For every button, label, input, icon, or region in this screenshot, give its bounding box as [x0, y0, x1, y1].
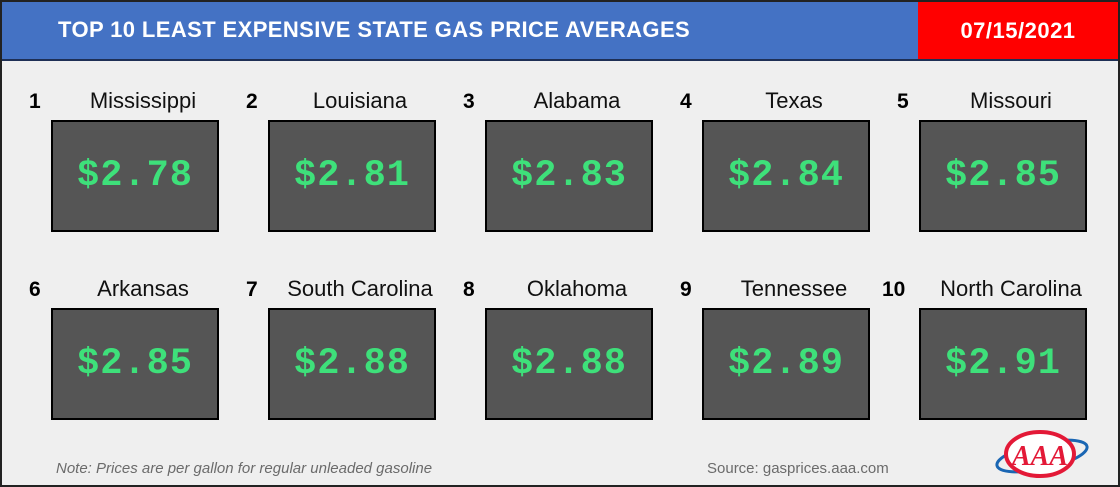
- state-card: 5 Missouri $2.85: [897, 82, 1087, 232]
- state-card: 7 South Carolina $2.88: [246, 270, 436, 420]
- state-name: North Carolina: [940, 276, 1082, 301]
- rank-number: 5: [897, 90, 909, 113]
- page-title: TOP 10 LEAST EXPENSIVE STATE GAS PRICE A…: [58, 17, 691, 42]
- gas-price: $2.78: [76, 155, 194, 197]
- state-name: Missouri: [970, 88, 1052, 113]
- state-name: Louisiana: [312, 88, 408, 113]
- price-display: $2.88: [485, 308, 653, 420]
- rank-number: 10: [882, 278, 906, 301]
- rank-number: 4: [680, 90, 692, 113]
- rank-number: 6: [29, 278, 41, 301]
- date-badge: 07/15/2021: [918, 2, 1118, 59]
- state-card: 2 Louisiana $2.81: [246, 82, 436, 232]
- logo-text: AAA: [1010, 441, 1068, 472]
- state-card: 1 Mississippi $2.78: [29, 82, 219, 232]
- price-display: $2.88: [268, 308, 436, 420]
- state-card: 6 Arkansas $2.85: [29, 270, 219, 420]
- rank-number: 3: [463, 90, 475, 113]
- gas-price: $2.91: [944, 343, 1062, 385]
- state-card: 9 Tennessee $2.89: [680, 270, 870, 420]
- gas-price: $2.83: [510, 155, 628, 197]
- source-credit: Source: gasprices.aaa.com: [707, 460, 889, 477]
- rank-number: 1: [29, 90, 41, 113]
- price-display: $2.83: [485, 120, 653, 232]
- state-name: South Carolina: [287, 276, 433, 301]
- gas-price: $2.85: [944, 155, 1062, 197]
- state-card: 10 North Carolina $2.91: [882, 270, 1087, 420]
- state-name: Texas: [765, 88, 823, 113]
- price-display: $2.85: [919, 120, 1087, 232]
- state-card: 8 Oklahoma $2.88: [463, 270, 653, 420]
- state-name: Alabama: [533, 88, 621, 113]
- state-name: Arkansas: [97, 276, 189, 301]
- state-card: 3 Alabama $2.83: [463, 82, 653, 232]
- gas-price: $2.89: [727, 343, 845, 385]
- price-display: $2.78: [51, 120, 219, 232]
- gas-price: $2.88: [293, 343, 411, 385]
- rank-number: 9: [680, 278, 692, 301]
- rank-number: 7: [246, 278, 258, 301]
- logo-oval: [1004, 430, 1076, 478]
- gas-price: $2.81: [293, 155, 411, 197]
- gas-price: $2.85: [76, 343, 194, 385]
- state-name: Tennessee: [740, 276, 848, 301]
- footnote: Note: Prices are per gallon for regular …: [56, 460, 433, 477]
- price-display: $2.85: [51, 308, 219, 420]
- gas-price: $2.84: [727, 155, 845, 197]
- rank-number: 8: [463, 278, 475, 301]
- gas-price: $2.88: [510, 343, 628, 385]
- aaa-logo: AAA: [995, 430, 1089, 478]
- state-name: Oklahoma: [526, 276, 628, 301]
- rank-number: 2: [246, 90, 258, 113]
- state-card: 4 Texas $2.84: [680, 82, 870, 232]
- price-display: $2.89: [702, 308, 870, 420]
- state-name: Mississippi: [89, 88, 197, 113]
- price-display: $2.84: [702, 120, 870, 232]
- price-display: $2.81: [268, 120, 436, 232]
- price-display: $2.91: [919, 308, 1087, 420]
- title-banner: TOP 10 LEAST EXPENSIVE STATE GAS PRICE A…: [2, 2, 1118, 61]
